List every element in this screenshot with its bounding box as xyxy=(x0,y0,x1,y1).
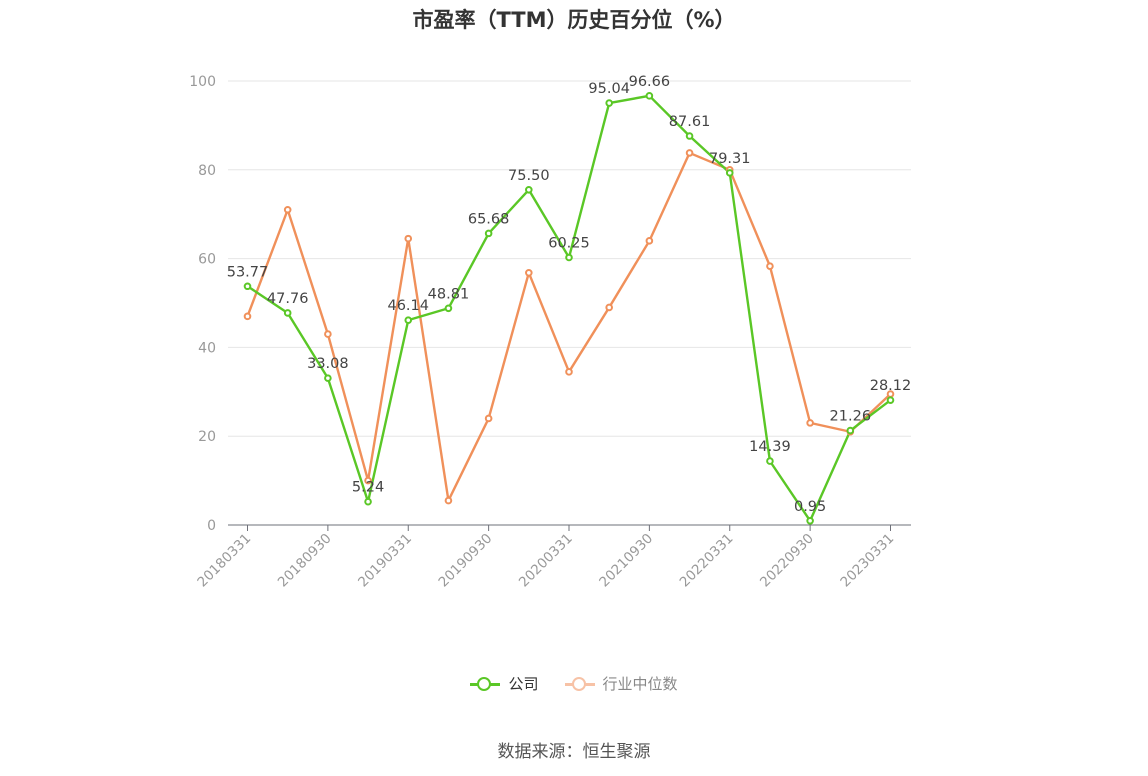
data-label: 95.04 xyxy=(588,81,630,97)
series-1-point xyxy=(565,368,573,376)
series-line-0 xyxy=(246,94,892,522)
legend-marker-industry xyxy=(564,676,595,691)
series-0-point xyxy=(645,92,654,100)
series-1-point xyxy=(444,496,453,505)
series-0-point xyxy=(766,457,774,465)
series-0-point xyxy=(725,169,734,177)
legend-item-industry[interactable]: 行业中位数 xyxy=(564,673,678,694)
data-source: 数据来源：恒生聚源 xyxy=(497,742,651,762)
data-label: 47.76 xyxy=(267,291,309,307)
series-1-point xyxy=(525,269,533,277)
data-label: 96.66 xyxy=(629,74,671,90)
series-0-point xyxy=(685,132,694,140)
series-1-point xyxy=(404,234,413,243)
series-1-point xyxy=(685,149,694,157)
series-0-point xyxy=(806,516,814,525)
series-0-point xyxy=(324,374,332,382)
data-label: 5.24 xyxy=(352,480,384,496)
data-label: 79.31 xyxy=(709,151,751,167)
series-0-point xyxy=(283,309,292,317)
series-1-point xyxy=(324,330,332,338)
series-line-1 xyxy=(246,151,892,502)
series-1-point xyxy=(484,414,493,423)
series-0-point xyxy=(243,282,252,291)
data-label: 21.26 xyxy=(830,409,872,425)
data-label: 48.81 xyxy=(428,286,470,302)
data-label: 87.61 xyxy=(669,114,711,130)
x-tick-label: 20190930 xyxy=(436,531,496,591)
series-1-point xyxy=(283,205,292,214)
x-tick-label: 20220930 xyxy=(757,531,817,591)
legend: 公司 行业中位数 xyxy=(0,673,1148,694)
data-label: 33.08 xyxy=(307,356,349,372)
series-1-point xyxy=(645,237,654,245)
series-0-point xyxy=(404,316,413,324)
series-0-point xyxy=(565,253,573,262)
series-0-point xyxy=(605,99,613,107)
series-0-point xyxy=(525,185,533,194)
y-tick-label: 40 xyxy=(198,340,216,356)
x-tick-label: 20180930 xyxy=(275,531,335,591)
data-label: 60.25 xyxy=(548,235,590,251)
x-tick-label: 20190331 xyxy=(355,531,415,591)
series-0-point xyxy=(364,497,372,506)
series-1-point xyxy=(605,303,613,312)
x-tick-label: 20180331 xyxy=(194,531,254,591)
legend-label-company: 公司 xyxy=(508,675,539,693)
y-tick-label: 100 xyxy=(189,74,216,90)
data-label: 0.95 xyxy=(794,499,826,515)
series-1-point xyxy=(364,476,372,485)
data-label: 75.50 xyxy=(508,168,550,184)
x-tick-label: 20210930 xyxy=(596,531,656,591)
y-tick-label: 80 xyxy=(198,163,216,179)
series-0-point xyxy=(886,396,895,404)
legend-marker-company xyxy=(470,676,501,691)
series-0-point xyxy=(484,229,493,238)
legend-label-industry: 行业中位数 xyxy=(602,675,678,693)
data-label: 53.77 xyxy=(227,264,269,280)
series-1-point xyxy=(243,312,252,321)
data-label: 46.14 xyxy=(387,298,429,314)
legend-item-company[interactable]: 公司 xyxy=(470,673,539,694)
series-0-point xyxy=(444,304,453,313)
data-label: 14.39 xyxy=(749,439,791,455)
x-tick-label: 20230331 xyxy=(837,531,897,591)
data-label: 65.68 xyxy=(468,211,510,227)
series-0-point xyxy=(846,426,855,435)
y-tick-label: 0 xyxy=(207,518,216,534)
x-tick-label: 20200331 xyxy=(516,531,576,591)
data-label: 28.12 xyxy=(870,378,912,394)
chart-title: 市盈率（TTM）历史百分位（%） xyxy=(412,8,736,32)
series-1-point xyxy=(766,262,774,270)
y-tick-label: 20 xyxy=(198,429,216,445)
series-1-point xyxy=(806,419,814,427)
x-tick-label: 20220331 xyxy=(677,531,737,591)
y-tick-label: 60 xyxy=(198,252,216,268)
